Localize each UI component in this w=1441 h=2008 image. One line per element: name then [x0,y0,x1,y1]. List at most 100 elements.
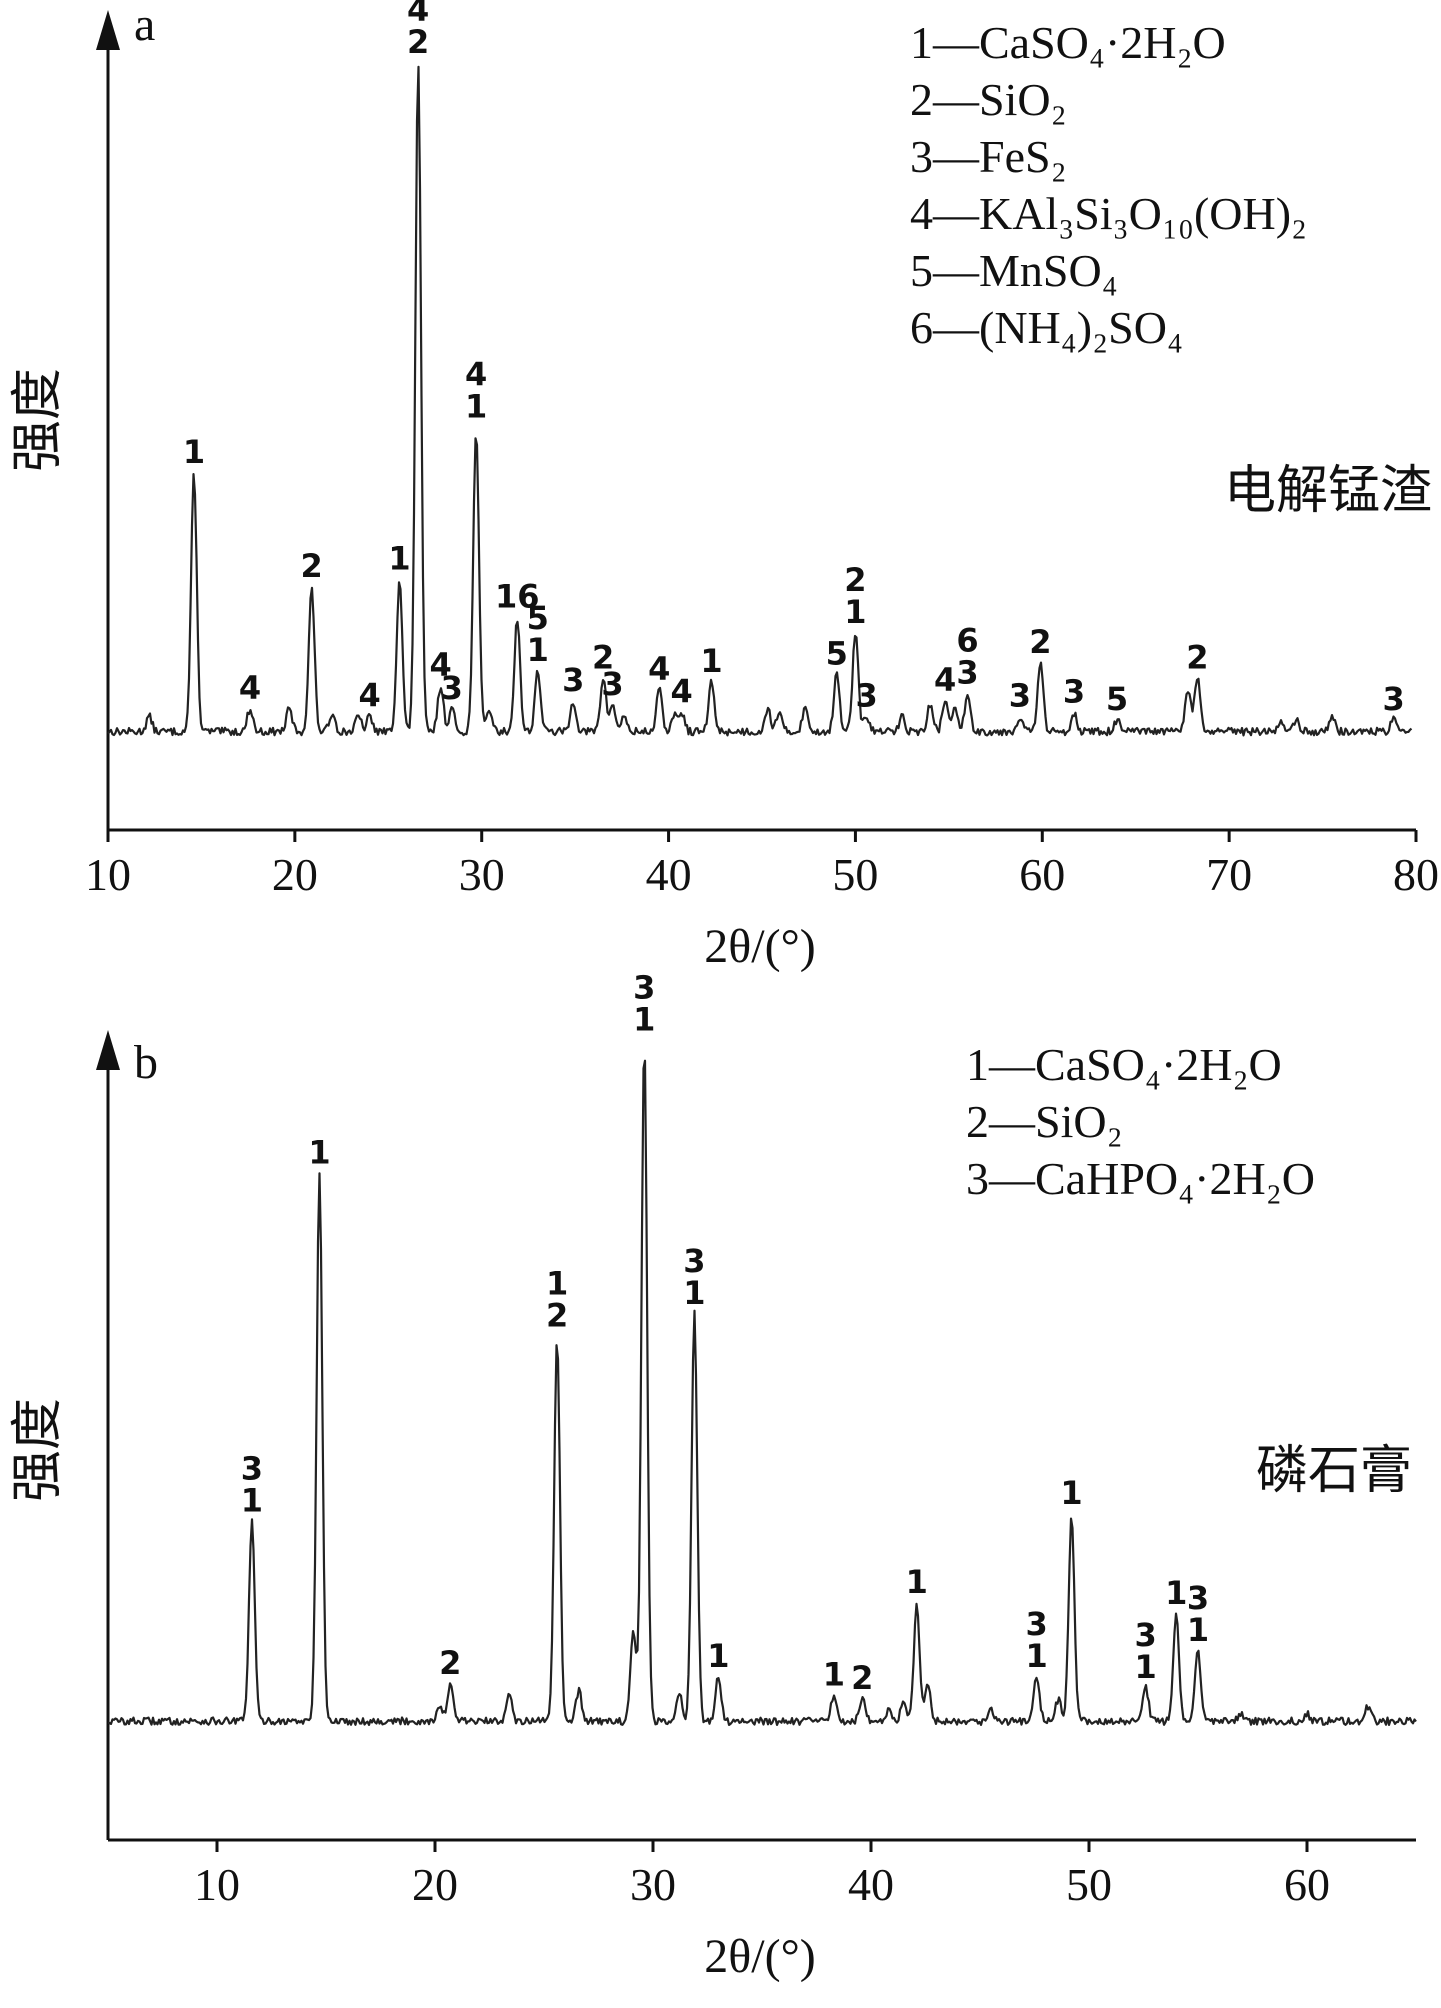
panel-a-xrd-pattern [107,65,1413,737]
panel-a-peak-label: 4 [934,661,956,699]
panel-a-peak-label: 3 [562,661,584,699]
panel-a-legend-entry-6: 6—(NH₄)₂SO₄ [910,302,1183,353]
legend-dash: — [932,188,980,239]
panel-b-xrd-pattern [107,1059,1417,1726]
panel-a-peak-label: 1 [388,540,410,578]
legend-key: 5 [910,245,933,296]
legend-phase: FeS₂ [979,131,1067,182]
panel-a-peak-label: 3 [1009,676,1031,714]
panel-a-x-tick-label: 80 [1393,849,1439,900]
panel-b-peak-label: 1 [707,1637,729,1675]
panel-a-legend-entry-4: 4—KAl₃Si₃O₁₀(OH)₂ [910,188,1307,239]
svg-text:1—CaSO₄·2H₂O: 1—CaSO₄·2H₂O [910,17,1226,68]
panel-a-legend-entry-2: 2—SiO₂ [910,74,1067,125]
panel-a-peak-label: 4 [429,646,451,684]
panel-b-peak-label: 1 [308,1134,330,1172]
panel-b-x-tick-label: 20 [412,1859,458,1910]
panel-a-x-tick-label: 40 [646,849,692,900]
panel-a-legend-entry-5: 5—MnSO₄ [910,245,1118,296]
panel-a-peak-label: 3 [856,676,878,714]
legend-dash: — [932,74,980,125]
panel-b-peak-label: 2 [851,1659,873,1697]
panel-a-peak-label: 2 [1186,638,1208,676]
legend-key: 4 [910,188,933,239]
legend-key: 3 [910,131,933,182]
panel-a-legend: 1—CaSO₄·2H₂O 2—SiO₂ 3—FeS₂ 4—KAl₃Si₃O₁₀(… [910,17,1307,353]
panel-a-peak-label: 3 [1382,680,1404,718]
legend-phase: CaHPO₄·2H₂O [1035,1153,1315,1204]
panel-a-peak-label: 3 [1063,673,1085,711]
panel-b-peak-label: 1 [906,1563,928,1601]
panel-a-peak-label: 2 [301,547,323,585]
panel-b-peak-label: 1 [823,1655,845,1693]
panel-a-label: a [134,0,155,51]
panel-b-label: b [134,1036,158,1089]
panel-a-x-tick-label: 30 [459,849,505,900]
svg-text:4—KAl₃Si₃O₁₀(OH)₂: 4—KAl₃Si₃O₁₀(OH)₂ [910,188,1307,239]
panel-a-x-tick-label: 50 [832,849,878,900]
panel-b-y-axis-arrow [96,1030,120,1070]
legend-key: 1 [966,1039,989,1090]
panel-b-x-ticks: 10 20 30 40 50 60 [194,1840,1330,1910]
panel-a-peak-label: 2 [1029,623,1051,661]
svg-text:1—CaSO₄·2H₂O: 1—CaSO₄·2H₂O [966,1039,1282,1090]
panel-b-x-axis-label: 2θ/(°) [704,1930,816,1983]
panel-a-peak-label: 5 [1106,680,1128,718]
panel-a-sample-label: 电解锰渣 [1224,461,1432,521]
panel-b: 10 20 30 40 50 60 b 2θ/(°) 强度 磷石膏 1—CaSO₄·2H₂… [8,968,1417,1983]
panel-a-legend-entry-3: 3—FeS₂ [910,131,1067,182]
panel-a-legend-entry-1: 1—CaSO₄·2H₂O [910,17,1226,68]
legend-phase: MnSO₄ [979,245,1118,296]
panel-a-y-axis-arrow [96,10,120,50]
legend-dash: — [932,131,980,182]
legend-dash: — [988,1039,1036,1090]
legend-phase: SiO₂ [979,74,1067,125]
legend-dash: — [988,1096,1036,1147]
panel-a-peak-label: 1 [700,642,722,680]
svg-text:3—CaHPO₄·2H₂O: 3—CaHPO₄·2H₂O [966,1153,1315,1204]
legend-phase: KAl₃Si₃O₁₀(OH)₂ [979,188,1307,239]
panel-a: 10 20 30 40 50 60 70 80 a 2θ/(°) 强度 电解锰渣 1—CaSO… [8,0,1439,973]
legend-dash: — [988,1153,1036,1204]
legend-phase: SiO₂ [1035,1096,1123,1147]
panel-b-x-tick-label: 30 [630,1859,676,1910]
panel-b-legend: 1—CaSO₄·2H₂O 2—SiO₂ 3—CaHPO₄·2H₂O [966,1039,1315,1204]
legend-key: 2 [910,74,933,125]
panel-a-peak-label: 4 [671,673,693,711]
panel-b-sample-label: 磷石膏 [1256,1441,1412,1501]
panel-b-legend-entry-2: 2—SiO₂ [966,1096,1123,1147]
legend-dash: — [932,302,980,353]
svg-text:2—SiO₂: 2—SiO₂ [910,74,1067,125]
panel-b-x-tick-label: 10 [194,1859,240,1910]
panel-a-peak-label: 3 [441,669,463,707]
legend-key: 6 [910,302,933,353]
panel-a-peak-label: 1 [183,433,205,471]
legend-key: 1 [910,17,933,68]
svg-text:6—(NH₄)₂SO₄: 6—(NH₄)₂SO₄ [910,302,1183,353]
panel-b-legend-entry-1: 1—CaSO₄·2H₂O [966,1039,1282,1090]
panel-b-x-tick-label: 60 [1284,1859,1330,1910]
svg-text:3—FeS₂: 3—FeS₂ [910,131,1067,182]
panel-a-y-axis-label: 强度 [8,368,68,472]
svg-text:2—SiO₂: 2—SiO₂ [966,1096,1123,1147]
panel-b-peak-label: 1 [1060,1474,1082,1512]
panel-a-x-tick-label: 20 [272,849,318,900]
panel-b-x-tick-label: 50 [1066,1859,1112,1910]
panel-a-x-tick-label: 10 [85,849,131,900]
panel-b-peak-label: 2 [439,1644,461,1682]
panel-a-x-tick-label: 70 [1206,849,1252,900]
panel-b-y-axis-label: 强度 [8,1398,68,1502]
panel-a-peak-label: 4 [358,676,380,714]
